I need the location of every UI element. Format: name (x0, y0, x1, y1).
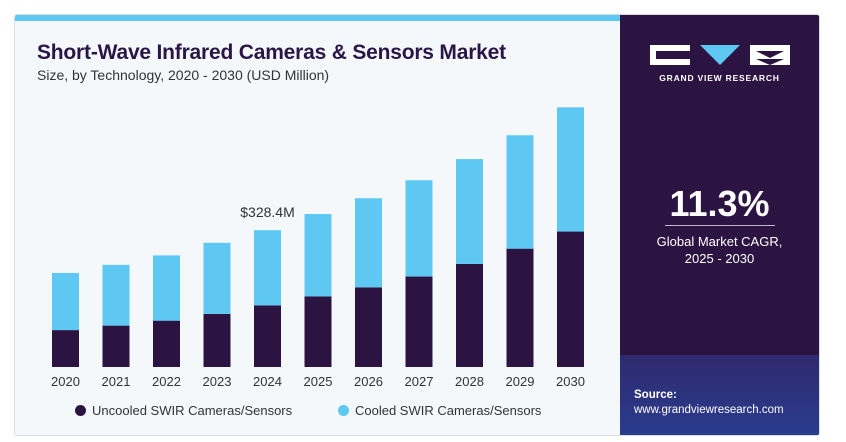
x-tick-label-2030: 2030 (556, 374, 585, 389)
x-tick-label-2024: 2024 (253, 374, 282, 389)
chart-subtitle: Size, by Technology, 2020 - 2030 (USD Mi… (37, 67, 330, 83)
bar-uncooled-2021 (102, 325, 130, 367)
bar-uncooled-2027 (405, 276, 433, 367)
bar-cooled-2027 (405, 180, 433, 277)
bar-cooled-2025 (304, 214, 332, 297)
bar-uncooled-2020 (52, 330, 79, 367)
source-label: Source: (634, 389, 677, 401)
bar-cooled-2028 (456, 159, 483, 264)
x-tick-label-2020: 2020 (51, 374, 80, 389)
x-tick-label-2021: 2021 (102, 374, 131, 389)
x-tick-label-2026: 2026 (354, 374, 383, 389)
sidebar-panel: GRAND VIEW RESEARCH 11.3% Global Market … (620, 15, 819, 435)
bar-cooled-2020 (52, 272, 79, 331)
legend-swatch-uncooled (75, 405, 86, 416)
x-tick-label-2025: 2025 (304, 374, 333, 389)
x-tick-label-2027: 2027 (405, 374, 434, 389)
bar-uncooled-2025 (304, 296, 332, 367)
bar-uncooled-2022 (153, 320, 180, 367)
cagr-label-line2: 2025 - 2030 (684, 251, 755, 266)
grand-view-research-logo (650, 45, 790, 65)
bar-cooled-2029 (506, 135, 534, 249)
x-tick-label-2023: 2023 (203, 374, 232, 389)
bar-chart: 2020 2021 2022 2023 2024 $328.4M 2025 2026 2027 2… (51, 107, 585, 389)
sidebar-footer-band (620, 355, 819, 435)
source-url[interactable]: www.grandviewresearch.com (634, 404, 784, 416)
legend-swatch-cooled (338, 405, 349, 416)
data-label-2024: $328.4M (240, 204, 294, 220)
legend-item-cooled: Cooled SWIR Cameras/Sensors (338, 403, 541, 418)
accent-bar (15, 15, 620, 21)
bar-uncooled-2026 (355, 287, 382, 367)
cagr-divider (665, 225, 775, 226)
legend-item-uncooled: Uncooled SWIR Cameras/Sensors (75, 403, 292, 418)
source-block: Source: www.grandviewresearch.com (634, 388, 784, 418)
bar-cooled-2030 (557, 107, 584, 232)
bar-uncooled-2023 (203, 313, 231, 367)
bar-uncooled-2028 (456, 263, 483, 367)
bar-uncooled-2030 (557, 231, 584, 367)
bar-cooled-2024 (254, 230, 281, 306)
bar-cooled-2023 (203, 242, 231, 314)
legend-label-cooled: Cooled SWIR Cameras/Sensors (355, 403, 542, 418)
bar-uncooled-2024 (254, 305, 281, 367)
cagr-value: 11.3% (669, 183, 770, 224)
cagr-label: Global Market CAGR, 2025 - 2030 (620, 233, 819, 267)
infographic-card: Short-Wave Infrared Cameras & Sensors Ma… (14, 14, 820, 436)
brand-name: GRAND VIEW RESEARCH (659, 73, 780, 83)
bar-cooled-2026 (355, 198, 382, 288)
bar-uncooled-2029 (506, 248, 534, 367)
bar-cooled-2021 (102, 264, 130, 326)
cagr-label-line1: Global Market CAGR, (656, 234, 783, 249)
chart-title: Short-Wave Infrared Cameras & Sensors Ma… (37, 41, 506, 64)
legend-label-uncooled: Uncooled SWIR Cameras/Sensors (92, 403, 293, 418)
x-tick-label-2022: 2022 (152, 374, 181, 389)
x-tick-label-2029: 2029 (506, 374, 535, 389)
bar-cooled-2022 (153, 255, 180, 321)
x-tick-label-2028: 2028 (455, 374, 484, 389)
